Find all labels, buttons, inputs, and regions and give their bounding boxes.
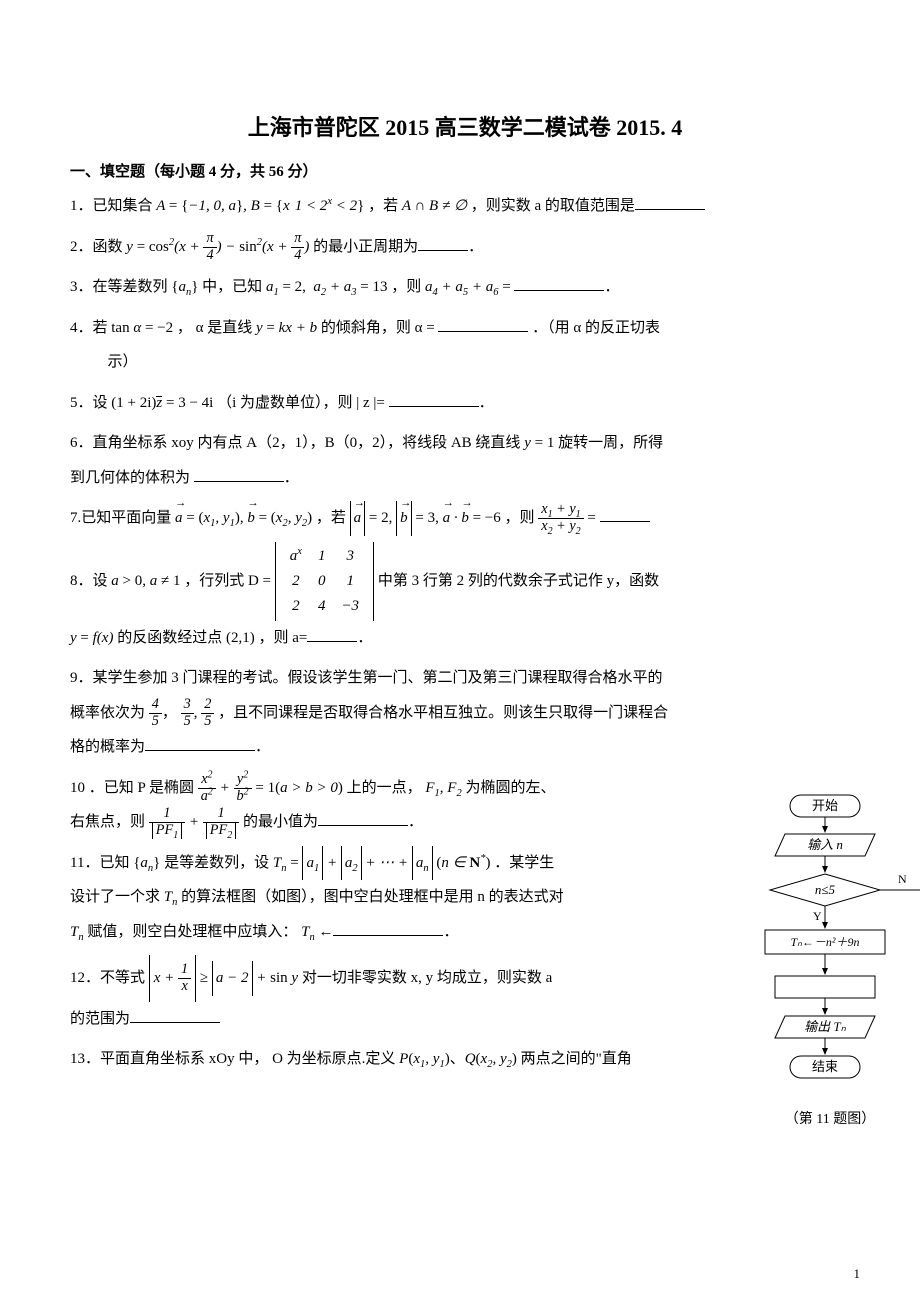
q3-text-a: 3．在等差数列 [70, 279, 171, 295]
blank [600, 506, 650, 522]
flow-output-label: 输出 Tₙ [804, 1019, 846, 1034]
q4-text-d: ．（用 α 的反正切表 [532, 320, 660, 336]
q11-text-b: 是等差数列，设 [164, 855, 273, 871]
q11-text-a: 11．已知 [70, 855, 133, 871]
q10-text-d: 右焦点，则 [70, 814, 149, 830]
q9-text-b: 概率依次为 [70, 705, 149, 721]
q5-text-c: ． [479, 395, 494, 411]
question-3: 3．在等差数列 {an} 中，已知 a1 = 2, a2 + a3 = 13 ，… [70, 270, 860, 305]
question-1: 1．已知集合 A = {−1, 0, a}, B = {x1 < 2x < 2}… [70, 189, 860, 224]
blank [635, 194, 705, 210]
flow-end-label: 结束 [812, 1059, 838, 1074]
q6-text-b: 旋转一周，所得 [558, 435, 663, 451]
question-8: 8．设 a > 0, a ≠ 1 ，行列式 D = ax13 201 24−3 … [70, 542, 860, 656]
flow-proc-label: Tₙ←－n²＋9n [790, 935, 859, 949]
blank [318, 810, 408, 826]
q11-text-e: 的算法框图（如图），图中空白处理框中是用 n 的表达式对 [181, 889, 564, 905]
q9-text-a: 9．某学生参加 3 门课程的考试。假设该学生第一门、第二门及第三门课程取得合格水… [70, 670, 663, 686]
q4-text-c: 的倾斜角，则 α = [321, 320, 435, 336]
q12-text-c: 的范围为 [70, 1011, 130, 1027]
flowchart-svg: 开始 输入 n n≤5 Y N Tₙ←－n²＋9n 输出 Tₙ [730, 790, 920, 1100]
q3-text-c: ，则 [391, 279, 425, 295]
q1-text-b: ，若 [368, 198, 402, 214]
q8-text-e: ，则 a= [258, 630, 307, 646]
q8-text-f: ． [357, 630, 372, 646]
q10-text-b: 上的一点， [347, 780, 426, 796]
q10-text-e: 的最小值为 [243, 814, 318, 830]
q9-text-e: ． [255, 739, 270, 755]
q3-text-d: ． [604, 279, 619, 295]
q12-text-b: 对一切非零实数 x, y 均成立，则实数 a [302, 970, 552, 986]
q1-text-a: 1．已知集合 [70, 198, 156, 214]
flow-input-label: 输入 n [807, 837, 843, 852]
q7-text-a: 7.已知平面向量 [70, 510, 175, 526]
flow-cond-label: n≤5 [815, 882, 836, 897]
determinant: ax13 201 24−3 [275, 542, 374, 621]
blank [130, 1007, 220, 1023]
q8-text-a: 8．设 [70, 572, 111, 588]
q5-text-a: 5．设 [70, 395, 111, 411]
flow-start-label: 开始 [812, 798, 838, 813]
q13-text-b: 两点之间的"直角 [521, 1051, 632, 1067]
blank [514, 275, 604, 291]
question-7: 7.已知平面向量 a = (x1, y1), b = (x2, y2) ，若 a… [70, 501, 860, 536]
section-heading: 一、填空题（每小题 4 分，共 56 分） [70, 160, 860, 181]
question-4: 4．若 tan α = −2 ， α 是直线 y = kx + b 的倾斜角，则… [70, 311, 860, 380]
question-9: 9．某学生参加 3 门课程的考试。假设该学生第一门、第二门及第三门课程取得合格水… [70, 661, 860, 765]
q4-text-b: ， α 是直线 [177, 320, 256, 336]
blank [194, 466, 284, 482]
q7-text-c: ，则 [505, 510, 539, 526]
q13-text-a: 13．平面直角坐标系 xOy 中， O 为坐标原点.定义 [70, 1051, 399, 1067]
q3-text-b: 中，已知 [202, 279, 266, 295]
q2-text-c: ． [468, 239, 483, 255]
q9-text-d: 格的概率为 [70, 739, 145, 755]
blank [333, 920, 443, 936]
question-2: 2．函数 y = cos2(x + π4) − sin2(x + π4) 的最小… [70, 230, 860, 265]
q6-text-c: 到几何体的体积为 [70, 470, 190, 486]
q9-text-c: ，且不同课程是否取得合格水平相互独立。则该生只取得一门课程合 [218, 705, 668, 721]
flowchart-caption: （第 11 题图） [730, 1108, 920, 1128]
question-5: 5．设 (1 + 2i)z = 3 − 4i （i 为虚数单位），则 | z |… [70, 386, 860, 421]
q7-text-b: ，若 [316, 510, 350, 526]
flowchart-figure: 开始 输入 n n≤5 Y N Tₙ←－n²＋9n 输出 Tₙ [730, 790, 920, 1128]
flow-no-label: N [898, 872, 907, 886]
q11-text-d: 设计了一个求 [70, 889, 164, 905]
q11-text-g: ． [443, 924, 458, 940]
q4-text-a: 4．若 [70, 320, 111, 336]
blank [145, 735, 255, 751]
q10-text-a: 10 ．已知 P 是椭圆 [70, 780, 198, 796]
blank [438, 316, 528, 332]
q10-text-c: 为椭圆的左、 [465, 780, 555, 796]
blank [418, 235, 468, 251]
q1-text-c: ，则实数 a 的取值范围是 [471, 198, 635, 214]
q4-text-e: 示） [70, 345, 138, 380]
q12-text-a: 12．不等式 [70, 970, 149, 986]
flow-yes-label: Y [813, 909, 822, 923]
q6-text-a: 6．直角坐标系 xoy 内有点 A（2，1），B（0，2），将线段 AB 绕直线 [70, 435, 524, 451]
q5-text-b: （i 为虚数单位），则 | z |= [217, 395, 385, 411]
q11-text-f: 赋值，则空白处理框中应填入： [87, 924, 297, 940]
blank [307, 626, 357, 642]
question-6: 6．直角坐标系 xoy 内有点 A（2，1），B（0，2），将线段 AB 绕直线… [70, 426, 860, 495]
page-number: 1 [854, 1266, 861, 1282]
q2-text-b: 的最小正周期为 [313, 239, 418, 255]
q8-text-c: 中第 3 行第 2 列的代数余子式记作 y，函数 [378, 572, 659, 588]
blank [389, 391, 479, 407]
q11-text-c: ．某学生 [494, 855, 554, 871]
q6-text-d: ． [284, 470, 299, 486]
q8-text-d: 的反函数经过点 [113, 630, 226, 646]
q2-text-a: 2．函数 [70, 239, 126, 255]
page-title: 上海市普陀区 2015 高三数学二模试卷 2015. 4 [70, 110, 860, 142]
q8-text-b: ，行列式 D = [184, 572, 275, 588]
q10-text-f: ． [408, 814, 423, 830]
